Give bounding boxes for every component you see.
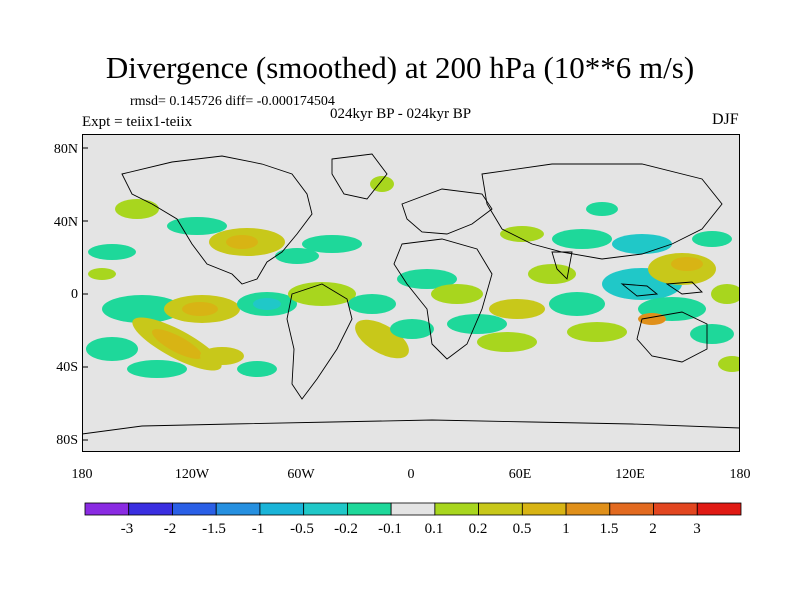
field-blob bbox=[226, 235, 258, 249]
field-blob bbox=[431, 284, 483, 304]
field-blob bbox=[127, 360, 187, 378]
field-blob bbox=[253, 298, 281, 310]
colorbar-box bbox=[259, 502, 305, 516]
colorbar-label: 1.5 bbox=[599, 521, 619, 537]
colorbar-label: 0.1 bbox=[424, 521, 444, 537]
field-blob bbox=[182, 302, 218, 316]
field-blob bbox=[586, 202, 618, 216]
field-blob bbox=[552, 229, 612, 249]
field-blob bbox=[477, 332, 537, 352]
colorbar-label: -1.5 bbox=[202, 521, 226, 537]
field-blob bbox=[489, 299, 545, 319]
coastlines bbox=[82, 153, 740, 435]
lon-label-180e: 180 bbox=[729, 467, 751, 482]
colorbar-box bbox=[84, 502, 130, 516]
field-blob bbox=[88, 268, 116, 280]
divergence-map bbox=[82, 134, 740, 452]
period-subtitle: 024kyr BP - 024kyr BP bbox=[330, 106, 472, 122]
colorbar-label: -0.5 bbox=[290, 521, 314, 537]
colorbar-label: -1 bbox=[251, 521, 265, 537]
field-blob bbox=[355, 319, 409, 359]
colorbar-box bbox=[215, 502, 261, 516]
lat-label-40s: 40S bbox=[56, 360, 78, 375]
lat-label-0: 0 bbox=[71, 287, 78, 302]
colorbar-label: -2 bbox=[163, 521, 177, 537]
colorbar-label: 1 bbox=[562, 521, 570, 537]
lon-label-120w: 120W bbox=[174, 467, 210, 482]
field-blob bbox=[397, 269, 457, 289]
experiment-label: Expt = teiix1-teiix bbox=[82, 114, 193, 130]
field-blob bbox=[612, 234, 672, 254]
field-blob bbox=[671, 257, 703, 271]
lon-label-60e: 60E bbox=[508, 467, 532, 482]
field-blob bbox=[370, 176, 394, 192]
field-blob bbox=[447, 314, 507, 334]
field-blob bbox=[200, 347, 244, 365]
lat-label-40n: 40N bbox=[53, 215, 78, 230]
lon-label-120e: 120E bbox=[615, 467, 645, 482]
field-blob bbox=[115, 199, 159, 219]
colorbar-box bbox=[696, 502, 742, 516]
colorbar-box bbox=[172, 502, 217, 516]
field-blob bbox=[348, 294, 396, 314]
lon-label-180w: 180 bbox=[71, 467, 93, 482]
colorbar-label: -0.1 bbox=[378, 521, 402, 537]
colorbar-box bbox=[303, 502, 348, 516]
field-blob bbox=[690, 324, 734, 344]
colorbar-label: 3 bbox=[693, 521, 701, 537]
lon-label-0: 0 bbox=[407, 467, 415, 482]
field-blob bbox=[302, 235, 362, 253]
field-blob bbox=[528, 264, 576, 284]
stats-line: rmsd= 0.145726 diff= -0.000174504 bbox=[130, 94, 335, 109]
colorbar-label: 0.5 bbox=[512, 521, 532, 537]
season-label: DJF bbox=[712, 111, 739, 128]
field-blob bbox=[275, 248, 319, 264]
field-blob bbox=[718, 356, 740, 372]
colorbar-box bbox=[478, 502, 523, 516]
field-blob bbox=[88, 244, 136, 260]
field-blob bbox=[288, 282, 356, 306]
field-contours bbox=[86, 176, 740, 378]
field-blob bbox=[692, 231, 732, 247]
field-blob bbox=[237, 361, 277, 377]
colorbar-label: -0.2 bbox=[334, 521, 358, 537]
field-blob bbox=[500, 226, 544, 242]
colorbar-box bbox=[565, 502, 611, 516]
colorbar-box bbox=[521, 502, 567, 516]
lat-label-80n: 80N bbox=[53, 142, 78, 157]
lon-label-60w: 60W bbox=[287, 467, 315, 482]
colorbar-box bbox=[390, 502, 436, 516]
colorbar-box bbox=[653, 502, 698, 516]
colorbar-label: 2 bbox=[649, 521, 657, 537]
field-blob bbox=[102, 295, 182, 323]
lat-label-80s: 80S bbox=[56, 433, 78, 448]
field-blob bbox=[151, 329, 203, 359]
field-blob bbox=[711, 284, 740, 304]
colorbar-box bbox=[609, 502, 654, 516]
colorbar-box bbox=[346, 502, 392, 516]
field-blob bbox=[549, 292, 605, 316]
field-blob bbox=[567, 322, 627, 342]
colorbar-label: -3 bbox=[120, 521, 134, 537]
colorbar-box bbox=[434, 502, 479, 516]
field-blob bbox=[390, 319, 434, 339]
colorbar-label: 0.2 bbox=[468, 521, 488, 537]
colorbar bbox=[84, 502, 742, 516]
field-blob bbox=[86, 337, 138, 361]
colorbar-boxes bbox=[84, 502, 742, 516]
colorbar-box bbox=[128, 502, 173, 516]
plot-title: Divergence (smoothed) at 200 hPa (10**6 … bbox=[105, 50, 695, 85]
map-frame bbox=[82, 134, 740, 452]
field-blob bbox=[167, 217, 227, 235]
